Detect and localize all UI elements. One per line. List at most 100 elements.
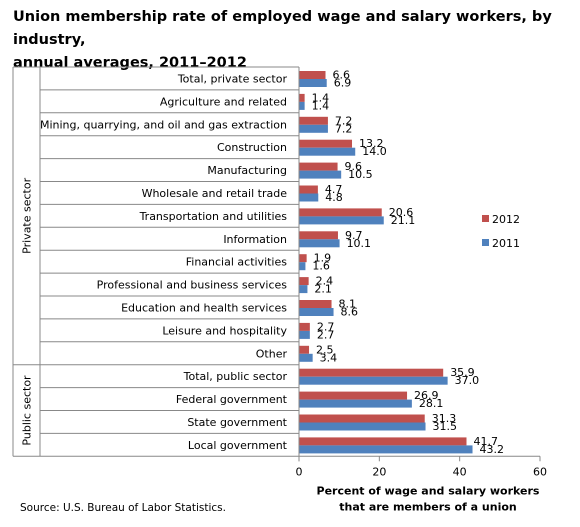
data-label-2011: 28.1	[419, 397, 444, 410]
data-label-2012: 9.7	[345, 229, 363, 242]
bar-2012	[299, 71, 326, 79]
bar-2012	[299, 116, 328, 125]
source-note: Source: U.S. Bureau of Labor Statistics.	[20, 502, 226, 514]
category-label: Wholesale and retail trade	[142, 187, 288, 200]
category-label: Financial activities	[186, 256, 288, 269]
data-label-2011: 2.7	[317, 328, 335, 341]
category-label: State government	[187, 416, 287, 429]
bar-2012	[299, 414, 425, 423]
category-label: Professional and business services	[97, 279, 288, 292]
bar-2012	[299, 162, 338, 171]
data-label-2012: 31.3	[432, 412, 457, 425]
x-tick-label: 20	[372, 465, 386, 478]
data-label-2011: 37.0	[455, 374, 480, 387]
x-tick-label: 0	[296, 465, 303, 478]
x-tick-label: 60	[533, 465, 547, 478]
bar-2012	[299, 254, 307, 263]
bar-2011	[299, 170, 342, 179]
legend-label-2012: 2012	[492, 213, 520, 226]
data-label-2011: 21.1	[391, 214, 416, 227]
bar-2011	[299, 216, 384, 225]
bar-2011	[299, 124, 328, 133]
x-axis-title: Percent of wage and salary workers	[317, 484, 540, 497]
bar-2012	[299, 93, 305, 102]
data-label-2011: 7.2	[335, 122, 353, 135]
bar-2012	[299, 139, 353, 148]
category-label: Other	[256, 347, 288, 360]
data-label-2012: 4.7	[325, 183, 343, 196]
data-label-2012: 2.4	[316, 275, 334, 288]
data-label-2012: 26.9	[414, 389, 439, 402]
bar-2012	[299, 185, 318, 194]
data-label-2011: 10.5	[348, 168, 373, 181]
bar-2012	[299, 231, 338, 240]
data-label-2012: 2.5	[316, 343, 334, 356]
bar-2011	[299, 445, 473, 454]
bar-2011	[299, 79, 327, 87]
data-label-2011: 1.4	[312, 99, 330, 112]
sector-label-private-sector: Private sector	[21, 177, 34, 253]
data-label-2012: 1.9	[314, 252, 332, 265]
legend-swatch-2011	[482, 239, 489, 246]
bar-2012	[299, 437, 467, 446]
bar-2011	[299, 262, 306, 271]
bar-2012	[299, 345, 310, 354]
category-label: Local government	[188, 439, 288, 452]
data-label-2012: 41.7	[473, 435, 498, 448]
category-label: Information	[223, 233, 287, 246]
data-label-2011: 31.5	[433, 420, 458, 433]
data-label-2011: 3.4	[320, 351, 338, 364]
category-label: Agriculture and related	[160, 95, 287, 108]
data-label-2011: 43.2	[480, 443, 505, 456]
data-label-2012: 13.2	[359, 137, 384, 150]
x-tick-label: 40	[453, 465, 467, 478]
legend-label-2011: 2011	[492, 237, 520, 250]
category-label: Manufacturing	[207, 164, 287, 177]
bar-2011	[299, 101, 305, 110]
bar-2012	[299, 391, 408, 400]
bar-2012	[299, 300, 332, 308]
bar-2011	[299, 422, 426, 431]
data-label-2012: 2.7	[317, 320, 335, 333]
bar-2011	[299, 308, 334, 316]
bar-2011	[299, 376, 448, 385]
x-axis-title: that are members of a union	[339, 500, 517, 513]
bar-2011	[299, 285, 308, 294]
bar-2011	[299, 239, 340, 248]
data-label-2012: 1.4	[312, 91, 330, 104]
bar-2012	[299, 322, 310, 331]
data-label-2012: 7.2	[335, 114, 353, 127]
category-label: Total, public sector	[183, 370, 288, 383]
category-label: Total, private sector	[177, 72, 288, 85]
legend-swatch-2012	[482, 215, 489, 222]
data-label-2012: 20.6	[389, 206, 414, 219]
sector-label-public-sector: Public sector	[21, 375, 34, 446]
chart-title-line-1: Union membership rate of employed wage a…	[13, 9, 552, 48]
bar-2011	[299, 330, 310, 339]
data-label-2012: 8.1	[339, 298, 357, 311]
data-label-2011: 4.8	[325, 191, 343, 204]
category-label: Federal government	[176, 393, 288, 406]
data-label-2011: 14.0	[362, 145, 387, 158]
bar-2011	[299, 399, 412, 408]
data-label-2012: 9.6	[345, 160, 363, 173]
bar-2012	[299, 368, 444, 377]
bar-2011	[299, 147, 356, 156]
category-label: Leisure and hospitality	[162, 324, 287, 337]
category-label: Transportation and utilities	[139, 210, 288, 223]
bar-2011	[299, 353, 313, 362]
category-label: Construction	[217, 141, 287, 154]
data-label-2011: 8.6	[341, 306, 359, 319]
bar-2011	[299, 193, 319, 202]
bar-2012	[299, 277, 309, 286]
data-label-2012: 35.9	[450, 366, 475, 379]
bar-2012	[299, 208, 382, 217]
category-label: Mining, quarrying, and oil and gas extra…	[40, 118, 287, 131]
data-label-2011: 2.1	[314, 283, 332, 296]
data-label-2011: 1.6	[312, 260, 330, 273]
data-label-2012: 6.6	[333, 69, 351, 82]
category-label: Education and health services	[121, 301, 287, 314]
data-label-2011: 10.1	[347, 237, 372, 250]
data-label-2011: 6.9	[334, 77, 352, 90]
